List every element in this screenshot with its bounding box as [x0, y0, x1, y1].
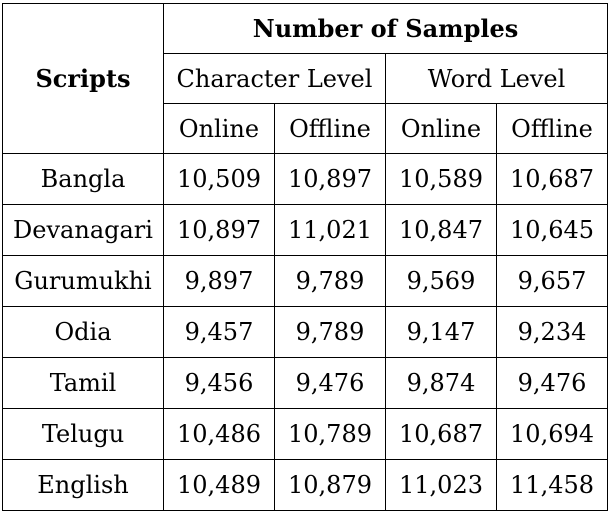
word-level-header: Word Level — [384, 53, 609, 104]
sample-count-cell: 11,023 — [385, 459, 497, 511]
sample-count-cell: 10,645 — [495, 204, 609, 256]
table-row: Telugu 10,486 10,789 10,687 10,694 — [2, 408, 609, 460]
char-offline-header: Offline — [274, 103, 386, 154]
sample-count-cell: 10,897 — [274, 153, 386, 205]
sample-count-cell: 10,589 — [385, 153, 497, 205]
character-level-header: Character Level — [163, 53, 386, 104]
table-row: Tamil 9,456 9,476 9,874 9,476 — [2, 357, 609, 409]
sample-count-cell: 10,847 — [385, 204, 497, 256]
scripts-header: Scripts — [2, 3, 164, 154]
table-row: Gurumukhi 9,897 9,789 9,569 9,657 — [2, 255, 609, 307]
sample-count-cell: 9,789 — [274, 306, 386, 358]
sample-count-cell: 10,509 — [163, 153, 275, 205]
sample-count-cell: 9,456 — [163, 357, 275, 409]
script-name-cell: Telugu — [2, 408, 164, 460]
sample-count-cell: 9,789 — [274, 255, 386, 307]
script-name-cell: English — [2, 459, 164, 511]
sample-count-cell: 11,458 — [495, 459, 609, 511]
word-online-header: Online — [385, 103, 497, 154]
table-row: Odia 9,457 9,789 9,147 9,234 — [2, 306, 609, 358]
sample-count-cell: 9,569 — [385, 255, 497, 307]
sample-count-cell: 10,879 — [274, 459, 386, 511]
char-online-header: Online — [163, 103, 275, 154]
sample-count-cell: 10,694 — [495, 408, 609, 460]
script-name-cell: Gurumukhi — [2, 255, 164, 307]
sample-count-cell: 11,021 — [274, 204, 386, 256]
sample-count-cell: 9,234 — [495, 306, 609, 358]
sample-count-cell: 9,874 — [385, 357, 497, 409]
sample-count-cell: 10,789 — [274, 408, 386, 460]
sample-count-cell: 9,476 — [274, 357, 386, 409]
sample-count-cell: 10,486 — [163, 408, 275, 460]
sample-count-cell: 9,657 — [495, 255, 609, 307]
script-name-cell: Bangla — [2, 153, 164, 205]
word-offline-header: Offline — [495, 103, 609, 154]
sample-count-cell: 9,476 — [495, 357, 609, 409]
sample-count-cell: 9,897 — [163, 255, 275, 307]
sample-count-cell: 9,457 — [163, 306, 275, 358]
samples-table: Scripts Number of Samples Character Leve… — [2, 3, 609, 511]
table-row: English 10,489 10,879 11,023 11,458 — [2, 459, 609, 511]
table-body: Bangla 10,509 10,897 10,589 10,687 Devanagari… — [2, 153, 609, 511]
table-row: Devanagari 10,897 11,021 10,847 10,645 — [2, 204, 609, 256]
script-name-cell: Odia — [2, 306, 164, 358]
sample-count-cell: 9,147 — [385, 306, 497, 358]
sample-count-cell: 10,897 — [163, 204, 275, 256]
sample-count-cell: 10,687 — [495, 153, 609, 205]
script-name-cell: Tamil — [2, 357, 164, 409]
number-of-samples-header: Number of Samples — [162, 3, 609, 54]
table-row: Bangla 10,509 10,897 10,589 10,687 — [2, 153, 609, 205]
sample-count-cell: 10,687 — [385, 408, 497, 460]
sample-count-cell: 10,489 — [163, 459, 275, 511]
script-name-cell: Devanagari — [2, 204, 164, 256]
